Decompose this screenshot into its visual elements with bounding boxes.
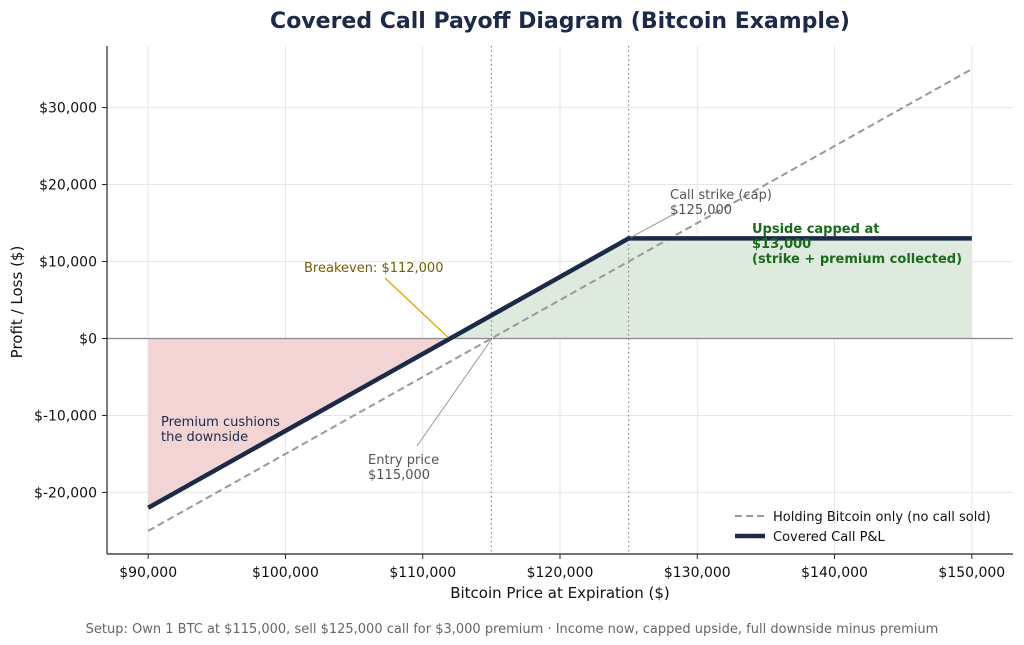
entry-price-annotation: Entry price $115,000 (368, 453, 439, 483)
y-tick-label: $30,000 (39, 101, 97, 117)
y-tick-label: $0 (79, 331, 97, 347)
y-tick-label: $10,000 (39, 255, 97, 271)
x-tick-label: $130,000 (664, 565, 731, 581)
x-tick-label: $90,000 (119, 565, 177, 581)
upside-capped-annotation: Upside capped at $13,000 (strike + premium… (752, 222, 962, 267)
call-strike-annotation: Call strike (cap) $125,000 (670, 188, 772, 218)
x-tick-label: $100,000 (252, 565, 319, 581)
x-axis-label: Bitcoin Price at Expiration ($) (450, 584, 670, 602)
x-tick-label: $150,000 (938, 565, 1005, 581)
chart-title: Covered Call Payoff Diagram (Bitcoin Exa… (270, 9, 850, 34)
y-axis-label: Profit / Loss ($) (8, 246, 26, 359)
footer-note: Setup: Own 1 BTC at $115,000, sell $125,… (86, 622, 939, 637)
y-tick-label: $20,000 (39, 178, 97, 194)
legend-label-covered-call: Covered Call P&L (773, 530, 886, 545)
covered-call-line (147, 236, 972, 510)
call-strike-pointer (630, 211, 679, 238)
entry-price-pointer (416, 339, 492, 447)
profit-region (450, 238, 972, 339)
breakeven-pointer (384, 277, 449, 338)
breakeven-annotation: Breakeven: $112,000 (304, 261, 443, 276)
x-tick-label: $110,000 (389, 565, 456, 581)
x-tick-label: $140,000 (801, 565, 868, 581)
hold-only-line (147, 68, 973, 532)
premium-cushion-annotation: Premium cushions the downside (161, 415, 280, 445)
y-tick-label: $-10,000 (34, 408, 97, 424)
x-tick-label: $120,000 (527, 565, 594, 581)
legend-label-hold: Holding Bitcoin only (no call sold) (773, 510, 991, 525)
y-tick-label: $-20,000 (34, 485, 97, 501)
